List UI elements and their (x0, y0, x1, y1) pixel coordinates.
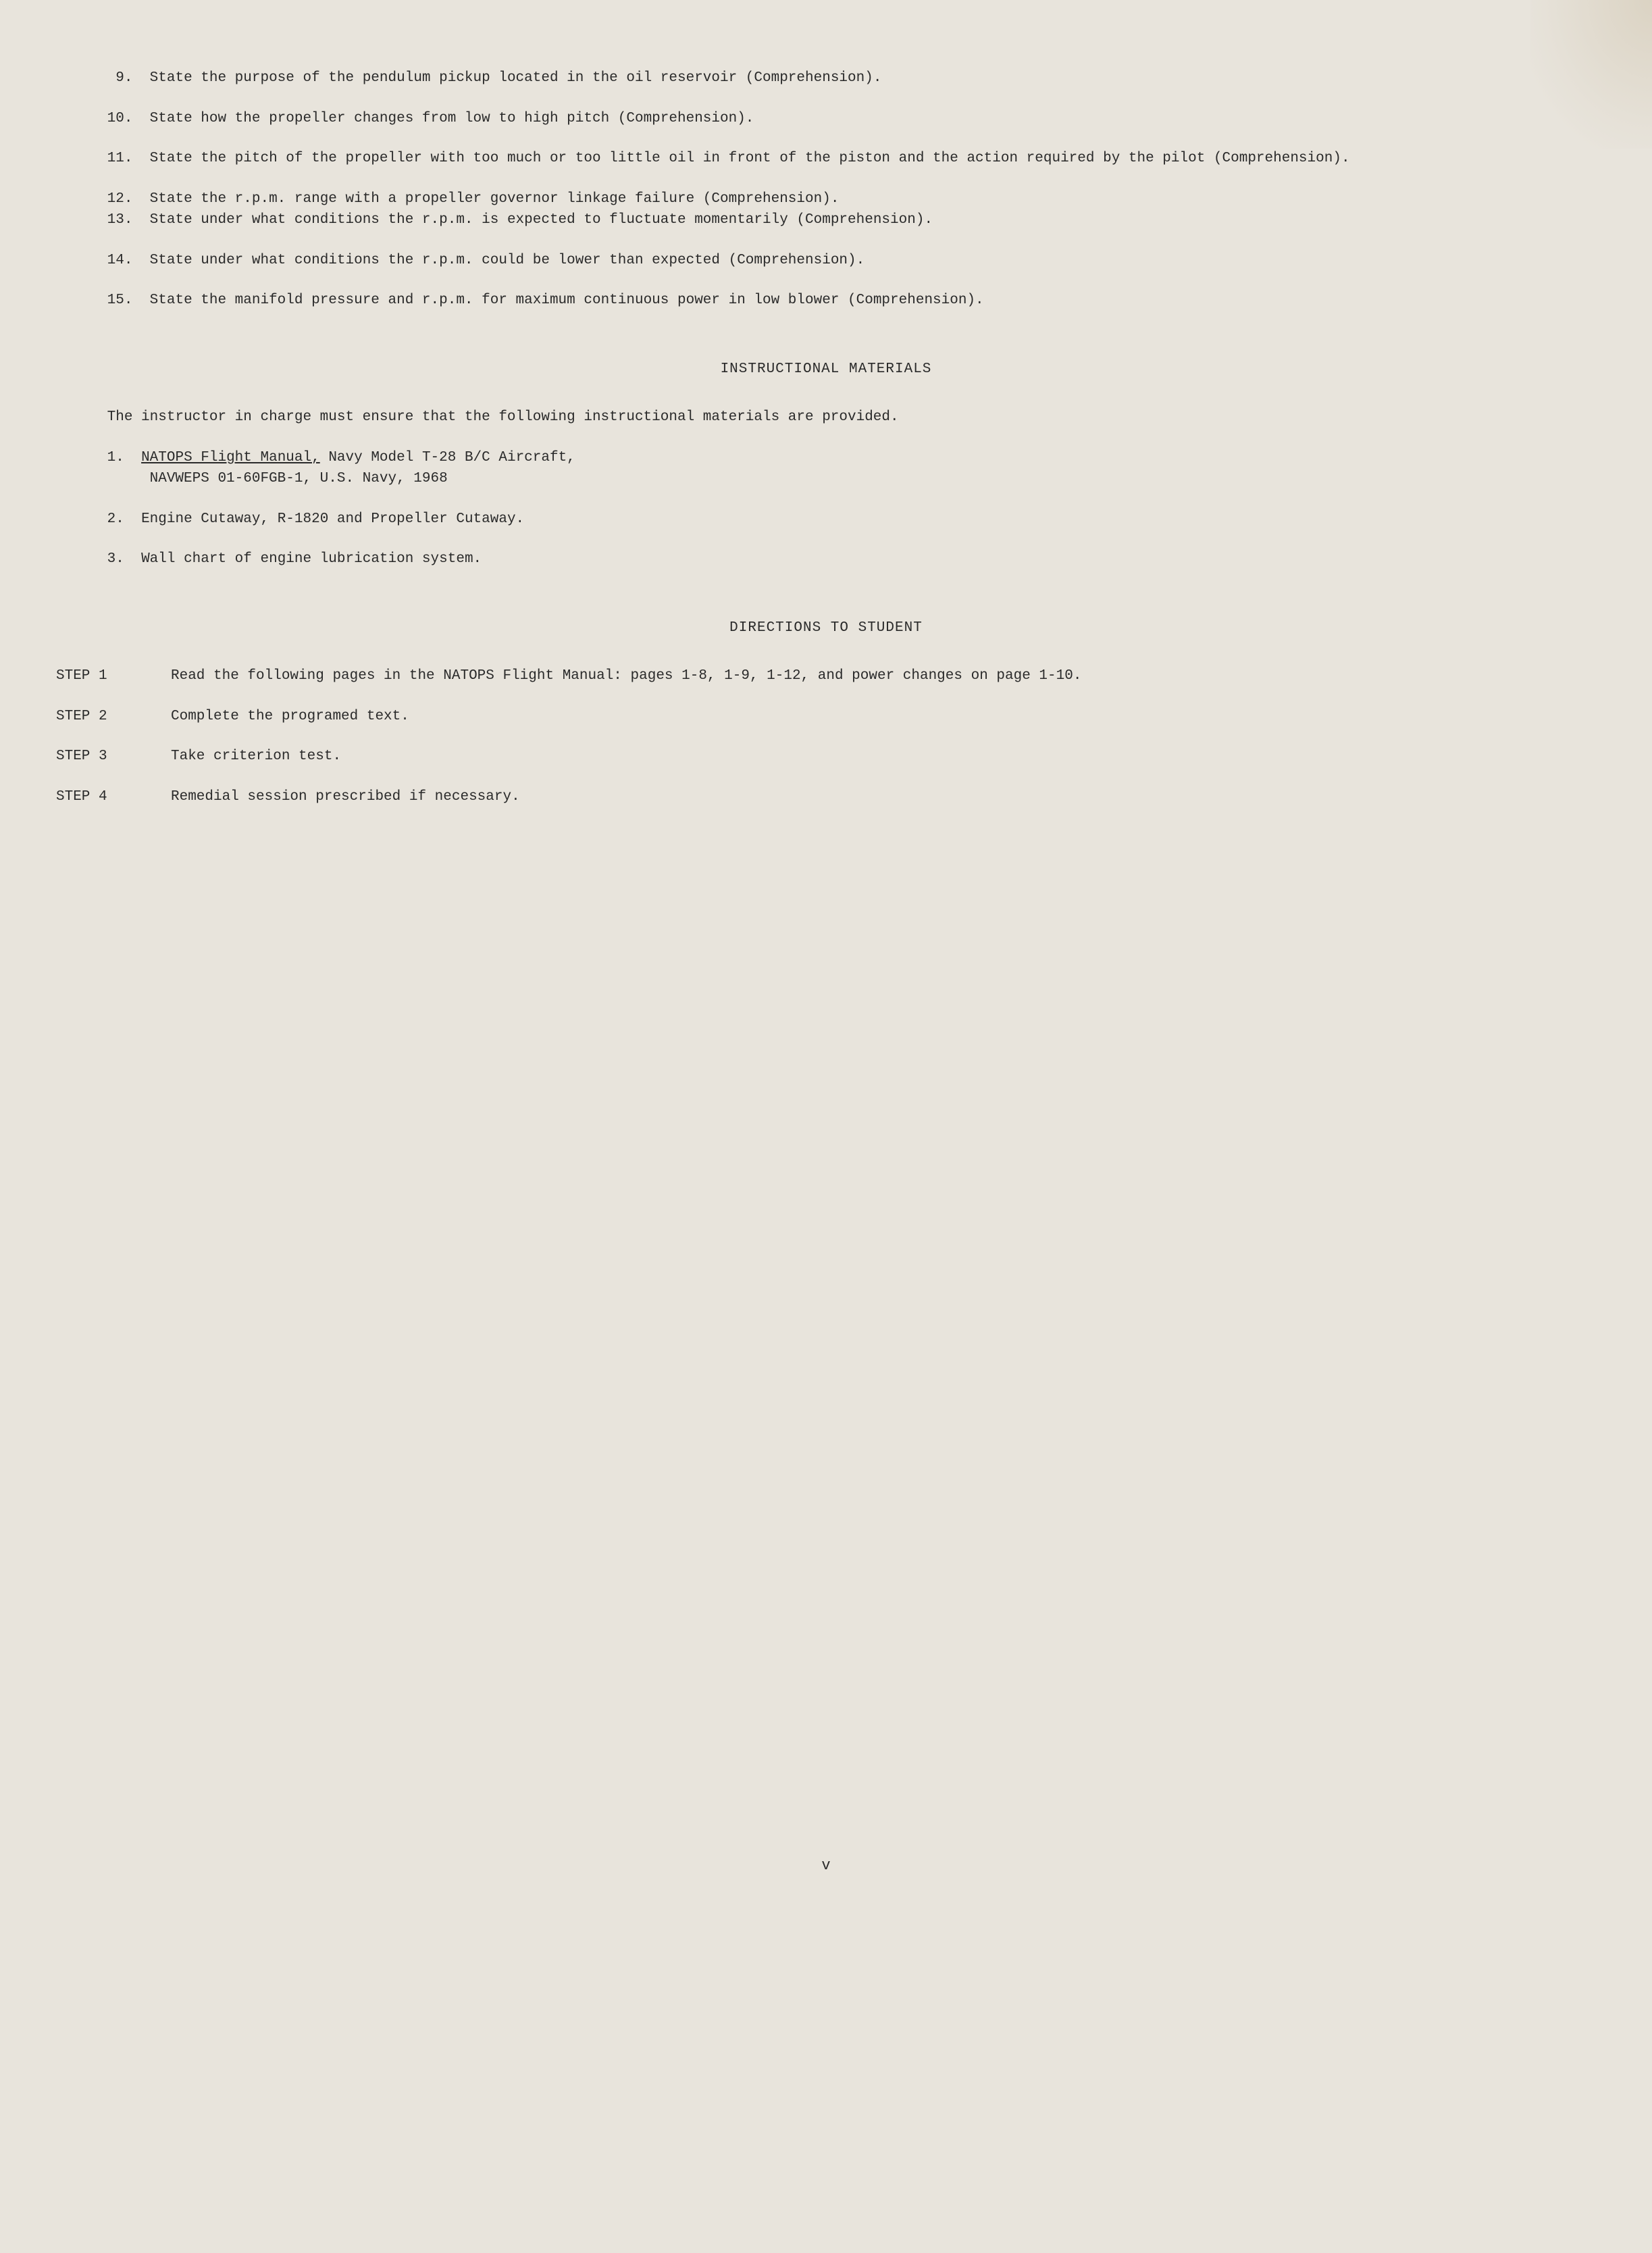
objective-item-13: 13. State under what conditions the r.p.… (56, 209, 1596, 231)
material-text: Engine Cutaway, R-1820 and Propeller Cut… (141, 511, 524, 527)
materials-heading: INSTRUCTIONAL MATERIALS (56, 359, 1596, 380)
step-text: Take criterion test. (171, 746, 1596, 767)
step-item-2: STEP 2 Complete the programed text. (56, 706, 1596, 728)
objective-item-11: 11. State the pitch of the propeller wit… (56, 148, 1596, 170)
material-number: 1. (107, 450, 124, 465)
objective-text: 15. State the manifold pressure and r.p.… (56, 293, 984, 308)
step-item-3: STEP 3 Take criterion test. (56, 746, 1596, 767)
objective-text: 12. State the r.p.m. range with a propel… (56, 191, 839, 207)
step-label: STEP 4 (56, 786, 171, 808)
objective-item-15: 15. State the manifold pressure and r.p.… (56, 290, 1596, 311)
materials-intro-text: The instructor in charge must ensure tha… (56, 409, 899, 425)
materials-intro: The instructor in charge must ensure tha… (56, 407, 1596, 428)
material-item-1-sub: NAVWEPS 01-60FGB-1, U.S. Navy, 1968 (56, 468, 1596, 490)
objective-item-12: 12. State the r.p.m. range with a propel… (56, 188, 1596, 210)
objective-text: 14. State under what conditions the r.p.… (56, 253, 864, 268)
objective-item-10: 10. State how the propeller changes from… (56, 108, 1596, 130)
directions-heading: DIRECTIONS TO STUDENT (56, 617, 1596, 639)
document-page: 9. State the purpose of the pendulum pic… (56, 68, 1596, 1877)
material-title-underlined: NATOPS Flight Manual, (141, 450, 320, 465)
step-text: Complete the programed text. (171, 706, 1596, 728)
material-item-2: 2. Engine Cutaway, R-1820 and Propeller … (56, 509, 1596, 530)
step-item-4: STEP 4 Remedial session prescribed if ne… (56, 786, 1596, 808)
material-subline: NAVWEPS 01-60FGB-1, U.S. Navy, 1968 (150, 471, 448, 486)
step-item-1: STEP 1 Read the following pages in the N… (56, 665, 1596, 687)
objective-text: 10. State how the propeller changes from… (56, 111, 754, 126)
material-number: 3. (107, 551, 124, 567)
step-label: STEP 1 (56, 665, 171, 687)
objective-text: 11. State the pitch of the propeller wit… (56, 151, 1350, 166)
objective-item-9: 9. State the purpose of the pendulum pic… (56, 68, 1596, 89)
page-number: v (56, 1854, 1596, 1877)
material-title-rest: Navy Model T-28 B/C Aircraft, (320, 450, 575, 465)
material-text: Wall chart of engine lubrication system. (141, 551, 482, 567)
step-label: STEP 3 (56, 746, 171, 767)
step-text: Remedial session prescribed if necessary… (171, 786, 1596, 808)
material-item-1: 1. NATOPS Flight Manual, Navy Model T-28… (56, 447, 1596, 469)
step-label: STEP 2 (56, 706, 171, 728)
material-number: 2. (107, 511, 124, 527)
step-text: Read the following pages in the NATOPS F… (171, 665, 1596, 687)
objective-item-14: 14. State under what conditions the r.p.… (56, 250, 1596, 272)
material-item-3: 3. Wall chart of engine lubrication syst… (56, 549, 1596, 570)
objective-text: 9. State the purpose of the pendulum pic… (56, 70, 881, 86)
objective-text: 13. State under what conditions the r.p.… (56, 212, 933, 228)
